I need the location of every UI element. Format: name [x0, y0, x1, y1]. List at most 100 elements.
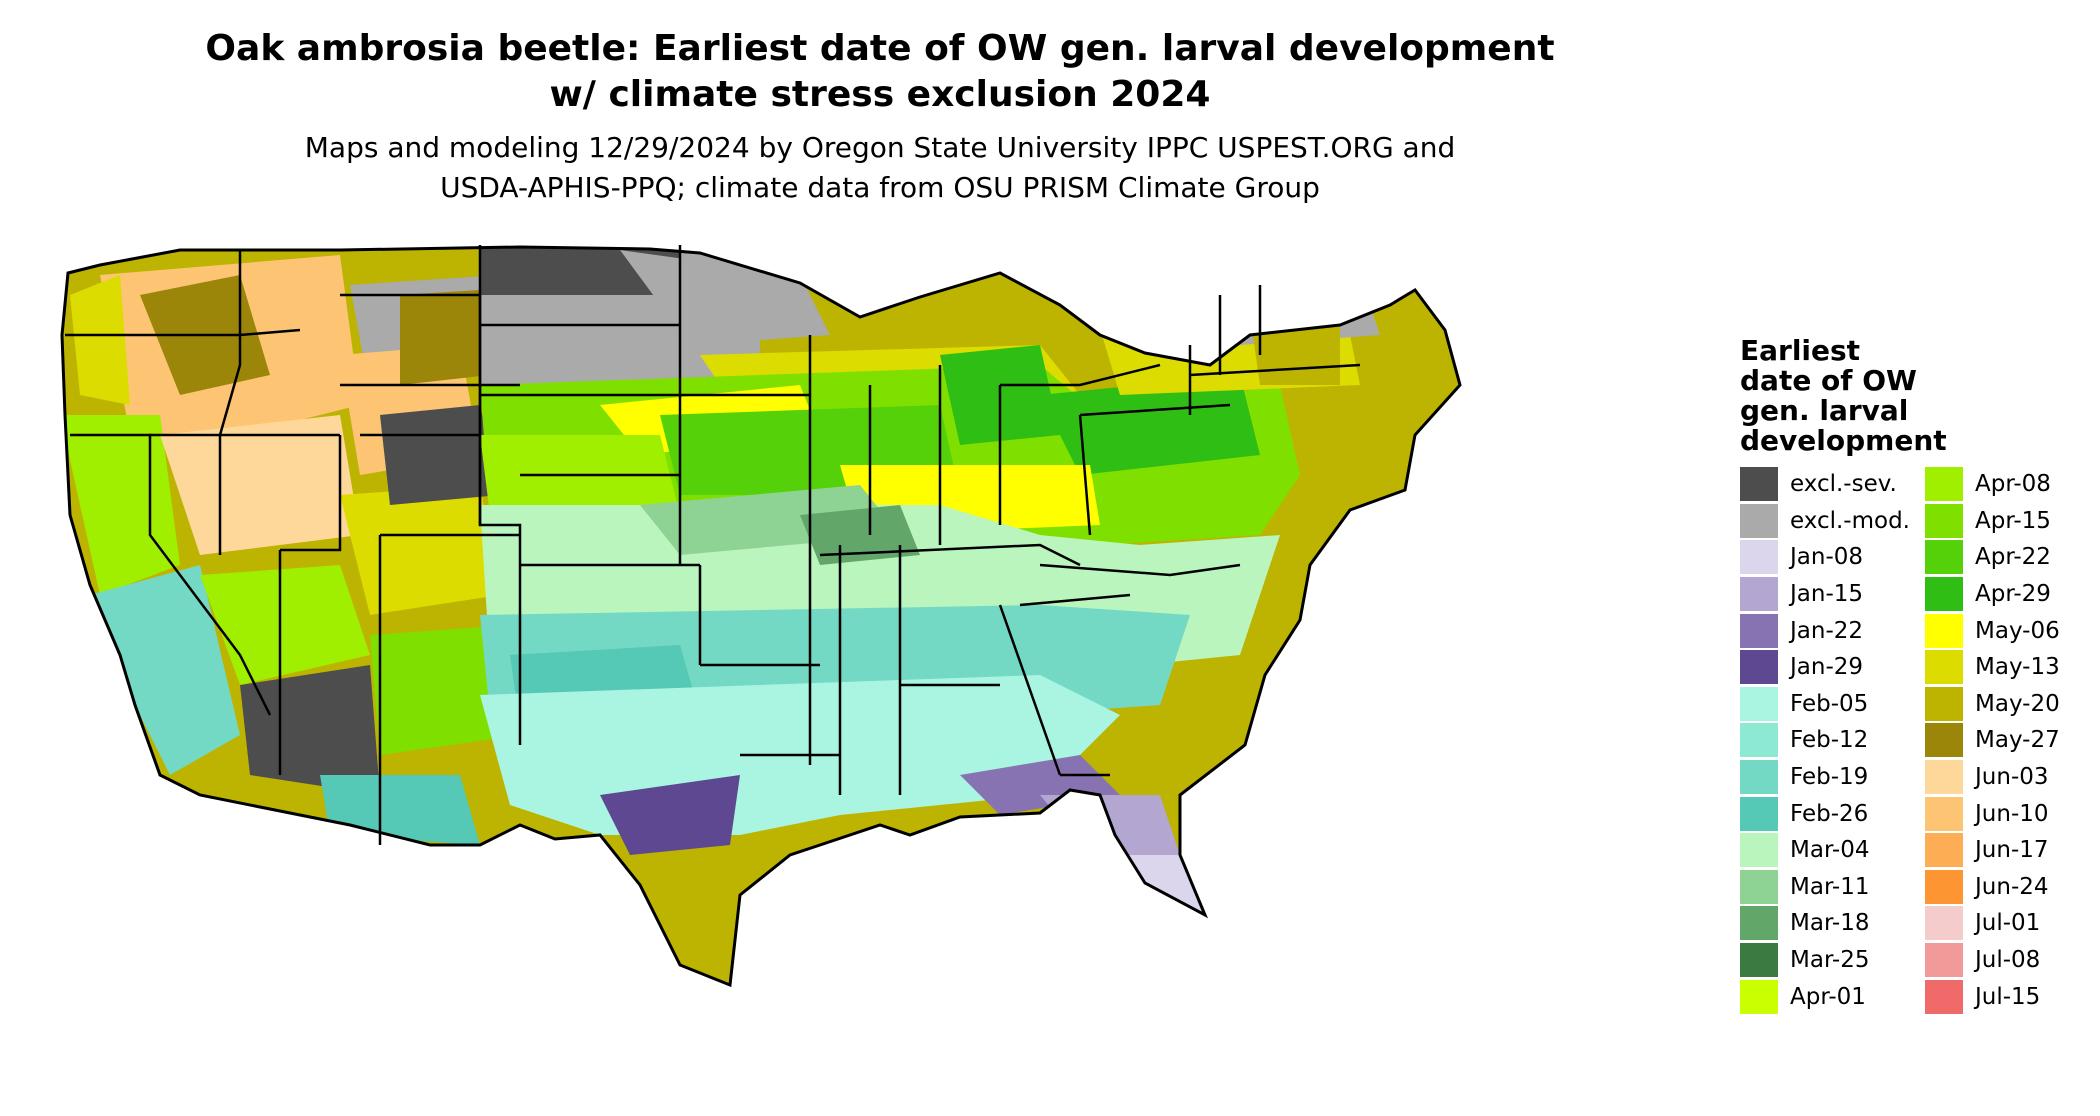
- legend-item: Jan-15: [1740, 576, 1910, 613]
- legend-item: Mar-04: [1740, 832, 1910, 869]
- legend-swatch: [1925, 906, 1963, 941]
- legend-swatch: [1740, 796, 1778, 831]
- legend-label: Mar-18: [1790, 910, 1870, 937]
- legend-item: Feb-05: [1740, 686, 1910, 723]
- legend-label: Feb-12: [1790, 727, 1869, 754]
- legend-item: Jun-24: [1925, 869, 2060, 906]
- legend-item: Jun-10: [1925, 795, 2060, 832]
- legend-swatch: [1740, 906, 1778, 941]
- legend-swatch: [1925, 760, 1963, 795]
- legend-item: Apr-01: [1740, 978, 1910, 1015]
- legend-swatch: [1740, 577, 1778, 612]
- legend-swatch: [1925, 540, 1963, 575]
- legend-label: Apr-29: [1975, 581, 2051, 608]
- legend-swatch: [1925, 613, 1963, 648]
- legend-item: Apr-29: [1925, 576, 2060, 613]
- subtitle-line-1: Maps and modeling 12/29/2024 by Oregon S…: [304, 131, 1456, 164]
- legend-swatch: [1740, 760, 1778, 795]
- legend-label: excl.-mod.: [1790, 507, 1910, 534]
- legend-swatch: [1925, 650, 1963, 685]
- legend-swatch: [1925, 943, 1963, 978]
- legend-label: May-20: [1975, 690, 2060, 717]
- legend-label: Jun-24: [1975, 873, 2049, 900]
- legend-item: Jan-29: [1740, 649, 1910, 686]
- legend-swatch: [1740, 613, 1778, 648]
- legend-swatch: [1740, 979, 1778, 1014]
- legend-swatch: [1925, 979, 1963, 1014]
- legend-swatch: [1925, 833, 1963, 868]
- legend-item: Mar-18: [1740, 905, 1910, 942]
- legend-swatch: [1740, 503, 1778, 538]
- subtitle-line-2: USDA-APHIS-PPQ; climate data from OSU PR…: [440, 171, 1320, 204]
- legend-item: Jan-22: [1740, 612, 1910, 649]
- legend-label: Apr-22: [1975, 544, 2051, 571]
- legend-label: Mar-04: [1790, 837, 1870, 864]
- legend-title-line: gen. larval: [1740, 394, 1909, 427]
- legend-item: Mar-25: [1740, 942, 1910, 979]
- legend-item: excl.-sev.: [1740, 466, 1910, 503]
- legend-title-line: development: [1740, 424, 1947, 457]
- legend-item: excl.-mod.: [1740, 503, 1910, 540]
- legend-swatch: [1925, 869, 1963, 904]
- title-line-1: Oak ambrosia beetle: Earliest date of OW…: [205, 28, 1555, 69]
- legend-item: May-27: [1925, 722, 2060, 759]
- legend-label: Mar-25: [1790, 947, 1870, 974]
- map-title: Oak ambrosia beetle: Earliest date of OW…: [0, 26, 1760, 118]
- legend-swatch: [1925, 577, 1963, 612]
- legend-title-line: Earliest: [1740, 334, 1861, 367]
- legend-item: Jul-08: [1925, 942, 2060, 979]
- legend-label: excl.-sev.: [1790, 471, 1897, 498]
- legend-item: Jun-17: [1925, 832, 2060, 869]
- legend-item: Apr-22: [1925, 539, 2060, 576]
- conus-map: [60, 245, 1462, 988]
- legend-label: May-06: [1975, 617, 2060, 644]
- us-outline: [60, 245, 1462, 988]
- legend-title: Earliest date of OW gen. larval developm…: [1740, 336, 2000, 456]
- legend-swatch: [1740, 540, 1778, 575]
- legend-label: Jul-08: [1975, 947, 2041, 974]
- legend-item: Apr-08: [1925, 466, 2060, 503]
- legend-label: Jul-15: [1975, 983, 2041, 1010]
- legend-item: May-13: [1925, 649, 2060, 686]
- legend-swatch: [1925, 686, 1963, 721]
- legend-swatch: [1740, 650, 1778, 685]
- legend-swatch: [1740, 833, 1778, 868]
- legend-label: Jul-01: [1975, 910, 2041, 937]
- legend-label: Jan-29: [1790, 654, 1864, 681]
- climate-zones: [62, 247, 1460, 985]
- legend-item: Jan-08: [1740, 539, 1910, 576]
- legend-label: Jan-22: [1790, 617, 1864, 644]
- legend-item: May-20: [1925, 686, 2060, 723]
- legend-swatch: [1740, 943, 1778, 978]
- legend-item: Jun-03: [1925, 759, 2060, 796]
- map-subtitle: Maps and modeling 12/29/2024 by Oregon S…: [0, 128, 1760, 208]
- legend-item: Feb-12: [1740, 722, 1910, 759]
- legend-item: Jul-15: [1925, 978, 2060, 1015]
- legend-label: Apr-01: [1790, 983, 1866, 1010]
- legend-label: May-27: [1975, 727, 2060, 754]
- legend-swatch: [1740, 723, 1778, 758]
- legend-swatch: [1925, 503, 1963, 538]
- legend-column-1: excl.-sev. excl.-mod. Jan-08 Jan-15 Jan-22 Ja…: [1740, 466, 1910, 1015]
- legend-column-2: Apr-08 Apr-15 Apr-22 Apr-29 May-06 May-13 May-…: [1925, 466, 2060, 1015]
- legend-title-line: date of OW: [1740, 364, 1917, 397]
- legend-label: Jun-03: [1975, 764, 2049, 791]
- legend-swatch: [1925, 467, 1963, 502]
- legend-label: Feb-05: [1790, 690, 1869, 717]
- legend-label: Apr-08: [1975, 471, 2051, 498]
- legend-label: Jun-10: [1975, 800, 2049, 827]
- legend-swatch: [1740, 467, 1778, 502]
- title-line-2: w/ climate stress exclusion 2024: [549, 74, 1211, 115]
- legend-label: Jan-15: [1790, 581, 1864, 608]
- legend-label: Jan-08: [1790, 544, 1864, 571]
- legend-label: Feb-26: [1790, 800, 1869, 827]
- legend-label: Mar-11: [1790, 873, 1870, 900]
- state-borders: [65, 245, 1361, 845]
- legend-label: Feb-19: [1790, 764, 1869, 791]
- legend-label: Apr-15: [1975, 507, 2051, 534]
- legend-swatch: [1925, 796, 1963, 831]
- legend-label: Jun-17: [1975, 837, 2049, 864]
- legend-item: Feb-19: [1740, 759, 1910, 796]
- legend-swatch: [1740, 686, 1778, 721]
- legend-item: Apr-15: [1925, 503, 2060, 540]
